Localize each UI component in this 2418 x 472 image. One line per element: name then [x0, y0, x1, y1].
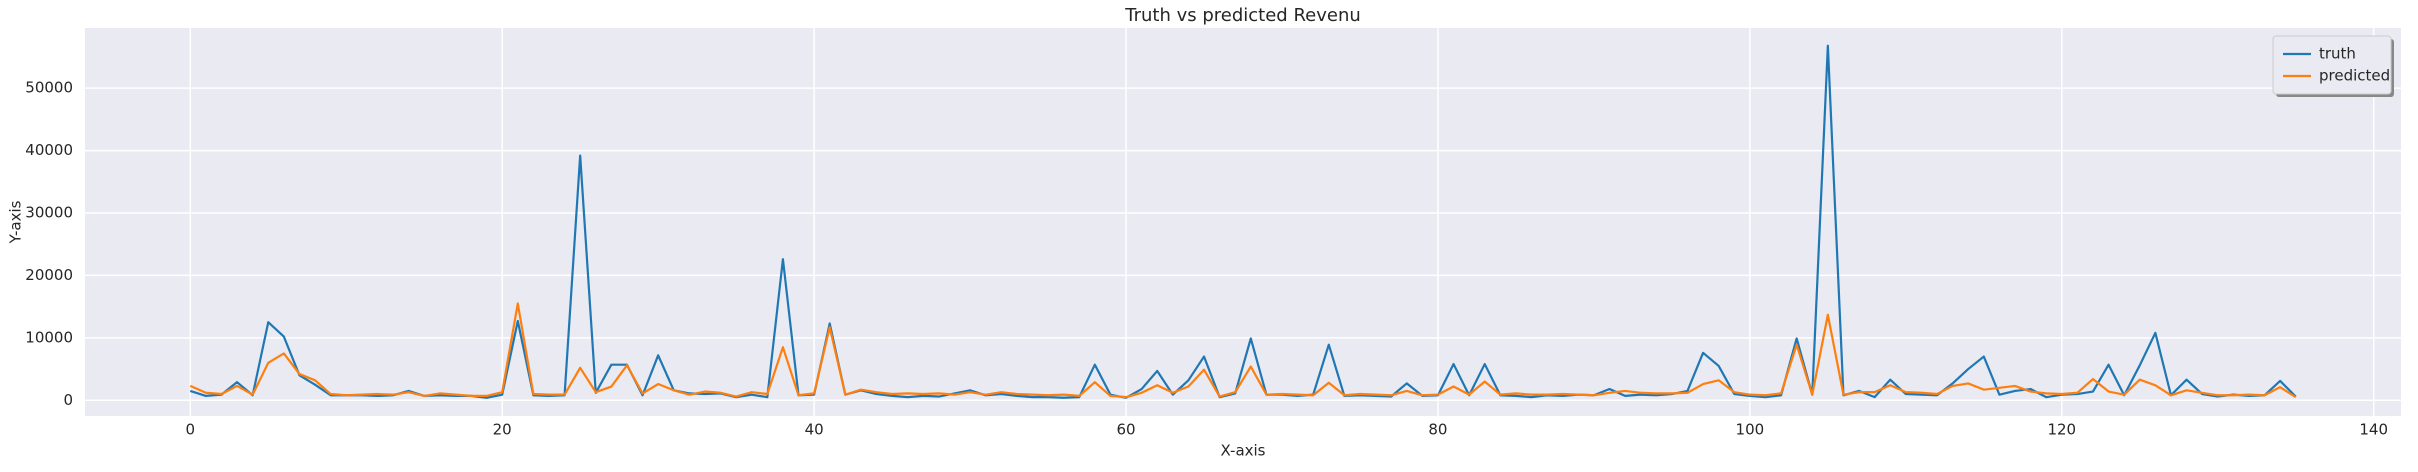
- x-tick-label: 80: [1428, 421, 1447, 439]
- x-tick-label: 20: [493, 421, 512, 439]
- legend-label: predicted: [2319, 67, 2390, 85]
- y-tick-label: 0: [63, 391, 73, 409]
- y-tick-label: 20000: [25, 266, 73, 284]
- y-axis-label: Y-axis: [7, 200, 25, 244]
- y-tick-label: 50000: [25, 79, 73, 97]
- series-line: [189, 302, 2297, 399]
- y-tick-label: 30000: [25, 204, 73, 222]
- x-axis-label: X-axis: [1221, 442, 1266, 460]
- plot-area: [85, 28, 2401, 416]
- y-tick-label: 40000: [25, 141, 73, 159]
- legend-label: truth: [2319, 45, 2356, 63]
- x-tick-label: 140: [2359, 421, 2388, 439]
- x-tick-label: 60: [1116, 421, 1135, 439]
- x-tick-label: 120: [2047, 421, 2076, 439]
- legend: truth predicted: [2272, 35, 2394, 97]
- x-tick-label: 100: [1736, 421, 1765, 439]
- x-tick-label: 0: [185, 421, 195, 439]
- x-tick-label: 40: [805, 421, 824, 439]
- legend-box: [2272, 35, 2392, 95]
- y-tick-label: 10000: [25, 328, 73, 346]
- chart-title: Truth vs predicted Revenu: [1124, 5, 1361, 26]
